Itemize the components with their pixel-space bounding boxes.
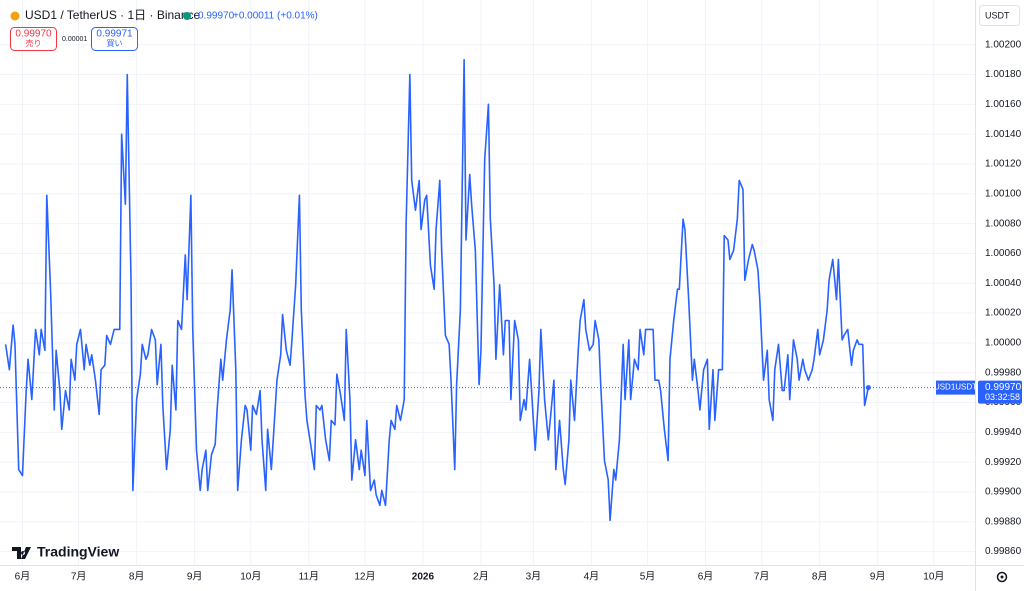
y-tick-label: 1.00000: [985, 338, 1022, 349]
x-tick-label: 6月: [698, 571, 714, 583]
countdown-text: 03:32:58: [985, 392, 1020, 402]
last-point: [865, 385, 871, 391]
x-tick-label: 6月: [15, 571, 31, 583]
x-tick-label: 9月: [187, 571, 203, 583]
buy-label[interactable]: 買い: [107, 39, 123, 48]
y-tick-label: 1.00140: [985, 129, 1022, 140]
sell-button[interactable]: [10, 27, 57, 51]
sell-price[interactable]: 0.99970: [15, 29, 52, 40]
market-status: [183, 12, 191, 20]
y-tick-label: 0.99980: [985, 367, 1022, 378]
x-tick-label: 10月: [923, 571, 944, 583]
logo-icon: [12, 547, 31, 559]
y-tick-label: 0.99880: [985, 516, 1022, 527]
sell-label[interactable]: 売り: [26, 38, 42, 48]
symbol-title: USD1 / TetherUS · 1日 · Binance: [25, 8, 201, 22]
x-tick-label: 9月: [870, 571, 886, 583]
y-tick-label: 1.00200: [985, 39, 1022, 50]
x-tick-label: 3月: [526, 571, 542, 583]
y-tick-label: 1.00040: [985, 278, 1022, 289]
x-tick-label: 2月: [473, 571, 489, 583]
spread: 0.00001: [62, 36, 87, 43]
y-tick-label: 1.00020: [985, 308, 1022, 319]
y-tick-label: 1.00160: [985, 99, 1022, 110]
logo-text: TradingView: [37, 544, 119, 560]
y-tick-label: 0.99860: [985, 546, 1022, 557]
price-tag: [978, 380, 1022, 404]
symbol-tag: [936, 380, 975, 395]
x-tick-label: 7月: [71, 571, 87, 583]
y-tick-label: 0.99920: [985, 457, 1022, 468]
symbol-icon: [10, 11, 20, 21]
currency-box[interactable]: [979, 5, 1020, 26]
buy-button[interactable]: [91, 27, 138, 51]
y-tick-label: 1.00100: [985, 188, 1022, 199]
x-tick-label: 11月: [299, 571, 319, 583]
y-tick-label: 1.00180: [985, 69, 1022, 80]
x-tick-label: 4月: [584, 571, 600, 583]
price-line: [4, 58, 870, 522]
x-tick-label: 8月: [129, 571, 145, 583]
y-tick-label: 1.00060: [985, 248, 1022, 259]
y-tick-label: 0.99900: [985, 487, 1022, 498]
settings-icon-center[interactable]: [1000, 575, 1004, 579]
price-tag-text: 0.99970: [985, 382, 1022, 393]
y-tick-label: 1.00080: [985, 218, 1022, 229]
x-tick-label: 7月: [754, 571, 770, 583]
y-tick-label: 1.00120: [985, 159, 1022, 170]
buy-price[interactable]: 0.99971: [96, 29, 133, 40]
settings-icon[interactable]: [996, 571, 1008, 583]
x-tick-label: 5月: [640, 571, 656, 583]
y-tick-label: 0.99940: [985, 427, 1022, 438]
last-price: 0.99970: [198, 11, 235, 22]
x-tick-label: 12月: [354, 571, 375, 583]
plot: [0, 58, 975, 522]
symbol-tag-text: USD1USDT: [934, 383, 977, 392]
x-tick-label: 2026: [412, 572, 435, 583]
price-change: +0.00011 (+0.01%): [233, 11, 318, 22]
x-tick-label: 8月: [812, 571, 828, 583]
currency[interactable]: USDT: [985, 10, 1010, 20]
x-tick-label: 10月: [240, 571, 261, 583]
